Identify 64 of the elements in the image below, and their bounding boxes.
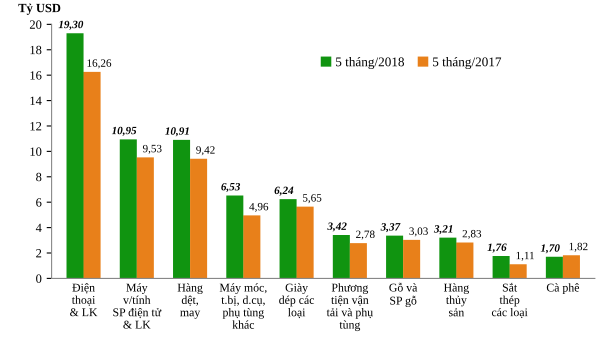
legend-label: 5 tháng/2018	[336, 57, 404, 70]
data-label: 9,53	[142, 144, 162, 154]
bar	[190, 158, 208, 278]
y-tick-label: 18	[30, 46, 42, 54]
data-label: 9,42	[196, 146, 215, 156]
bar	[439, 238, 456, 278]
bar	[136, 157, 154, 278]
data-label: 5,65	[302, 194, 322, 204]
legend-label: 5 tháng/2017	[432, 57, 502, 70]
x-tick-label: Giày dép các loại	[279, 283, 314, 318]
data-label: 6,53	[221, 182, 240, 192]
y-tick-label: 4	[36, 224, 42, 232]
data-label: 16,26	[87, 59, 112, 68]
y-tick-label: 16	[30, 71, 42, 80]
bar	[296, 206, 314, 278]
data-label: 1,70	[540, 244, 560, 254]
bar	[510, 264, 527, 278]
data-label: 4,96	[249, 202, 268, 212]
bar	[332, 234, 350, 278]
bar	[280, 199, 297, 278]
bar	[492, 256, 510, 278]
bar	[403, 240, 420, 278]
bar	[562, 255, 580, 278]
data-label: 1,11	[516, 252, 534, 261]
data-label: 6,24	[274, 186, 294, 196]
data-label: 2,83	[462, 230, 482, 240]
x-tick-label: Hàng dệt, may	[178, 283, 203, 319]
bar	[386, 236, 404, 278]
bar	[546, 256, 563, 278]
x-tick-label: Hàng thủy sản	[444, 283, 469, 316]
data-label: 1,82	[570, 242, 588, 252]
bar	[350, 243, 367, 278]
data-label: 10,95	[112, 126, 136, 136]
x-tick-label: Phương tiện vận tải và phụ tùng	[326, 283, 373, 332]
x-tick-label: Gỗ và SP gỗ	[389, 282, 418, 308]
bar	[66, 33, 84, 278]
y-tick-label: 8	[36, 172, 42, 182]
data-label: 3,21	[434, 225, 452, 234]
x-tick-label: Máy móc, t.bị, d.cụ, phụ tùng khác	[220, 283, 267, 329]
y-tick-label: 10	[30, 147, 42, 156]
bar	[84, 72, 101, 278]
data-label: 10,91	[165, 127, 189, 136]
data-label: 3,42	[327, 222, 347, 232]
y-tick-label: 20	[30, 20, 42, 29]
y-axis-title: Tỷ USD	[18, 4, 60, 15]
bar	[243, 215, 260, 278]
data-label: 1,76	[487, 244, 507, 253]
x-tick-label: Máy v/tính SP điện tử & LK	[113, 283, 162, 329]
data-label: 2,78	[356, 230, 375, 240]
bar	[456, 242, 474, 278]
y-tick-label: 2	[36, 249, 42, 258]
x-tick-label: Sắt thép các loại	[492, 282, 528, 318]
bar	[226, 195, 244, 278]
y-tick-label: 12	[30, 122, 42, 130]
data-label: 3,37	[380, 223, 401, 232]
data-label: 3,03	[409, 227, 428, 236]
y-tick-label: 6	[36, 198, 42, 207]
bar	[173, 140, 190, 278]
x-tick-label: Cà phê	[546, 283, 580, 294]
y-tick-label: 14	[30, 96, 42, 105]
bar	[120, 139, 137, 278]
x-tick-label: Điện thoại & LK	[70, 283, 98, 316]
y-tick-label: 0	[36, 274, 42, 283]
data-label: 19,30	[58, 20, 84, 30]
